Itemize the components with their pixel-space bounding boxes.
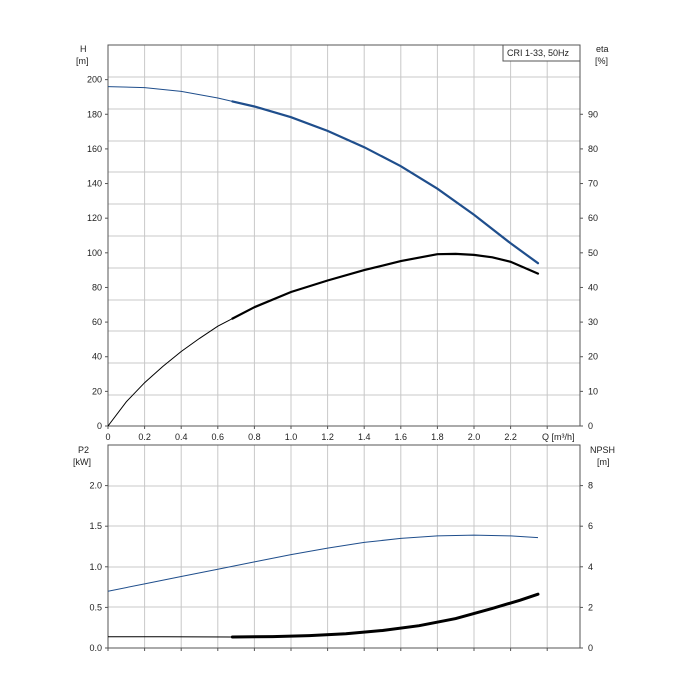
x-tick-label: 1.2 <box>321 432 334 442</box>
x-tick-label: 0.4 <box>175 432 188 442</box>
npsh-axis-title: NPSH <box>590 445 615 455</box>
x-tick-label: 1.4 <box>358 432 371 442</box>
right-tick-label: 70 <box>588 179 598 189</box>
series-line-operating <box>230 592 540 639</box>
left-tick-label: 80 <box>92 282 102 292</box>
right-tick-label: 4 <box>588 562 593 572</box>
left-tick-label: 120 <box>87 213 102 223</box>
x-tick-label: 1.6 <box>395 432 408 442</box>
left-tick-label: 40 <box>92 352 102 362</box>
left-tick-label: 1.5 <box>89 521 102 531</box>
legend-text: CRI 1-33, 50Hz <box>507 48 570 58</box>
series-line-operating <box>231 252 540 320</box>
x-tick-label: 1.0 <box>285 432 298 442</box>
left-tick-label: 0.5 <box>89 602 102 612</box>
eta-axis-unit: [%] <box>595 56 608 66</box>
h-axis-title: H <box>80 44 87 54</box>
right-tick-label: 60 <box>588 213 598 223</box>
right-tick-label: 40 <box>588 282 598 292</box>
right-tick-label: 8 <box>588 481 593 491</box>
npsh-axis-unit: [m] <box>597 457 610 467</box>
h-axis-unit: [m] <box>76 56 89 66</box>
x-tick-label: 2.2 <box>504 432 517 442</box>
left-tick-label: 60 <box>92 317 102 327</box>
x-tick-label: 2.0 <box>468 432 481 442</box>
plot-frame <box>107 44 581 427</box>
p2-axis-unit: [kW] <box>73 457 91 467</box>
right-tick-label: 0 <box>588 643 593 653</box>
right-tick-label: 10 <box>588 386 598 396</box>
power-npsh-plot: 0.0 0.5 1.0 1.5 2.0 0 2 4 6 8 <box>89 444 593 653</box>
left-tick-label: 1.0 <box>89 562 102 572</box>
right-tick-label: 80 <box>588 144 598 154</box>
p2-axis-title: P2 <box>78 445 89 455</box>
right-tick-label: 0 <box>588 421 593 431</box>
x-tick-label: 1.8 <box>431 432 444 442</box>
right-tick-label: 30 <box>588 317 598 327</box>
plot-frame <box>107 444 581 649</box>
left-tick-label: 20 <box>92 386 102 396</box>
x-tick-label: 0.2 <box>138 432 151 442</box>
x-tick-label: 0.8 <box>248 432 261 442</box>
right-tick-label: 50 <box>588 248 598 258</box>
left-tick-label: 200 <box>87 75 102 85</box>
series-line-thin <box>107 534 539 592</box>
legend-box: CRI 1-33, 50Hz <box>502 44 581 62</box>
series-line-operating <box>231 100 540 265</box>
right-tick-label: 20 <box>588 352 598 362</box>
right-tick-label: 6 <box>588 521 593 531</box>
left-tick-label: 160 <box>87 144 102 154</box>
head-efficiency-plot: 0 20 40 60 80 100 120 140 160 180 200 0 10 20 30 40 50 60… <box>87 44 598 442</box>
x-tick-label: 0.6 <box>212 432 225 442</box>
eta-axis-title: eta <box>596 44 609 54</box>
right-tick-label: 2 <box>588 602 593 612</box>
left-tick-label: 2.0 <box>89 481 102 491</box>
left-tick-label: 0.0 <box>89 643 102 653</box>
left-tick-label: 140 <box>87 179 102 189</box>
q-axis-title: Q [m³/h] <box>542 432 575 442</box>
left-tick-label: 0 <box>97 421 102 431</box>
right-tick-label: 90 <box>588 109 598 119</box>
left-tick-label: 100 <box>87 248 102 258</box>
x-tick-label: 0 <box>105 432 110 442</box>
left-tick-label: 180 <box>87 109 102 119</box>
